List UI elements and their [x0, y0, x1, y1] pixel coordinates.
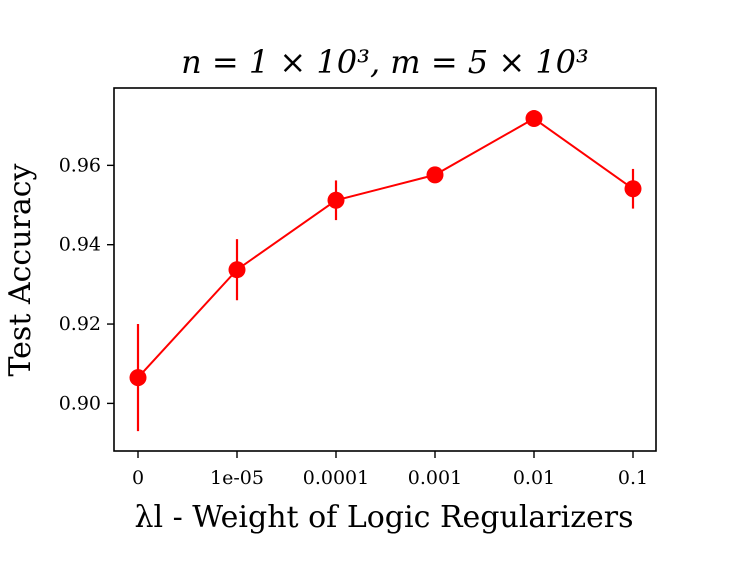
data-point [525, 110, 543, 128]
x-tick-label: 0.1 [618, 467, 648, 489]
title-text: n = 1 × 10³, m = 5 × 10³ [181, 43, 589, 81]
chart-title: n = 1 × 10³, m = 5 × 10³ [181, 43, 589, 81]
x-tick-label: 0.001 [408, 467, 462, 489]
data-point [129, 369, 147, 387]
x-axis-title: λl - Weight of Logic Regularizers [134, 500, 633, 535]
y-axis-title: Test Accuracy [3, 163, 38, 376]
x-tick-label: 0.01 [513, 467, 555, 489]
data-point [426, 166, 444, 184]
data-point [228, 261, 246, 279]
x-tick-label: 1e-05 [210, 467, 264, 489]
y-axis: 0.90 0.92 0.94 0.96 [59, 154, 114, 414]
y-tick-label: 0.96 [59, 154, 101, 176]
x-axis: 0 1e-05 0.0001 0.001 0.01 0.1 [132, 451, 648, 489]
data-points [129, 110, 642, 387]
data-point [327, 191, 345, 209]
series-line [137, 117, 634, 379]
x-tick-label: 0 [132, 467, 144, 489]
data-point [624, 180, 642, 198]
error-bars [136, 112, 635, 432]
x-tick-label: 0.0001 [303, 467, 369, 489]
plot-area-frame [113, 87, 657, 452]
y-tick-label: 0.92 [59, 313, 101, 335]
y-tick-label: 0.94 [59, 234, 101, 256]
y-tick-label: 0.90 [59, 392, 101, 414]
